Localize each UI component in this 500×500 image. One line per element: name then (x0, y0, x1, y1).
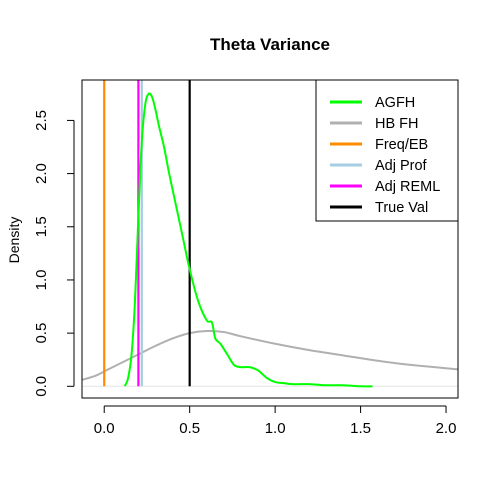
y-tick-label: 0.5 (33, 323, 50, 344)
legend-label: True Val (375, 200, 428, 216)
y-tick-label: 1.0 (33, 270, 50, 291)
legend-label: AGFH (375, 95, 415, 111)
axis-ticks: 0.0 0.5 1.0 1.5 2.0 0.0 0.5 1.0 1.5 2.0 2.5 (33, 110, 456, 437)
chart-title: Theta Variance (210, 35, 330, 54)
series-line-agfh (123, 92, 373, 388)
x-tick-label: 0.0 (94, 420, 115, 437)
y-axis-label: Density (6, 217, 22, 264)
x-tick-label: 0.5 (179, 420, 200, 437)
legend-label: Adj Prof (375, 158, 428, 174)
plot-frame (81, 79, 459, 399)
series-group (82, 80, 458, 388)
y-tick-label: 1.5 (33, 216, 50, 237)
x-tick-label: 1.0 (265, 420, 286, 437)
y-tick-label: 0.0 (33, 376, 50, 397)
legend-label: Freq/EB (375, 137, 428, 153)
series-line-hb-fh (82, 329, 458, 381)
legend-label: HB FH (375, 116, 419, 132)
legend-label: Adj REML (375, 179, 440, 195)
y-tick-label: 2.5 (33, 110, 50, 131)
x-tick-label: 1.5 (350, 420, 371, 437)
y-tick-label: 2.0 (33, 163, 50, 184)
x-tick-label: 2.0 (436, 420, 457, 437)
legend: AGFH HB FH Freq/EB Adj Prof Adj REML True Val (315, 79, 459, 222)
